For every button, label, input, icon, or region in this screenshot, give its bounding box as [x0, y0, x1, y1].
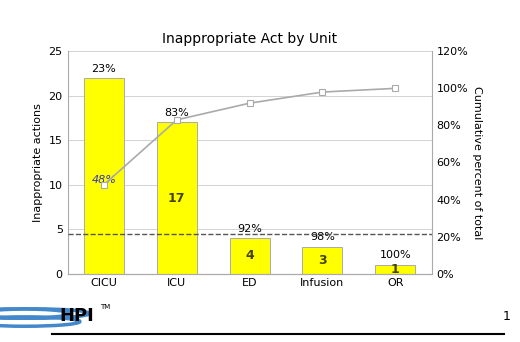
- Text: 3: 3: [318, 254, 327, 267]
- Bar: [157, 122, 197, 274]
- Bar: [303, 247, 343, 274]
- Text: 100%: 100%: [380, 250, 411, 260]
- Bar: [84, 78, 124, 274]
- Title: Inappropriate Act by Unit: Inappropriate Act by Unit: [162, 32, 337, 46]
- Y-axis label: Cumulative percent of total: Cumulative percent of total: [472, 86, 482, 239]
- Text: 23%: 23%: [92, 64, 116, 74]
- Text: HPI: HPI: [60, 307, 95, 325]
- Bar: [375, 265, 415, 274]
- Text: 83%: 83%: [164, 108, 189, 118]
- Text: 48%: 48%: [92, 175, 116, 185]
- Text: TM: TM: [100, 304, 110, 310]
- Text: 17: 17: [168, 192, 186, 205]
- Bar: [230, 238, 270, 274]
- Text: 4: 4: [245, 249, 254, 262]
- Text: 98%: 98%: [310, 233, 335, 242]
- Text: 1: 1: [503, 310, 511, 323]
- Text: 1: 1: [391, 263, 399, 276]
- Y-axis label: Inappropriate actions: Inappropriate actions: [33, 103, 43, 222]
- Text: 92%: 92%: [237, 224, 262, 234]
